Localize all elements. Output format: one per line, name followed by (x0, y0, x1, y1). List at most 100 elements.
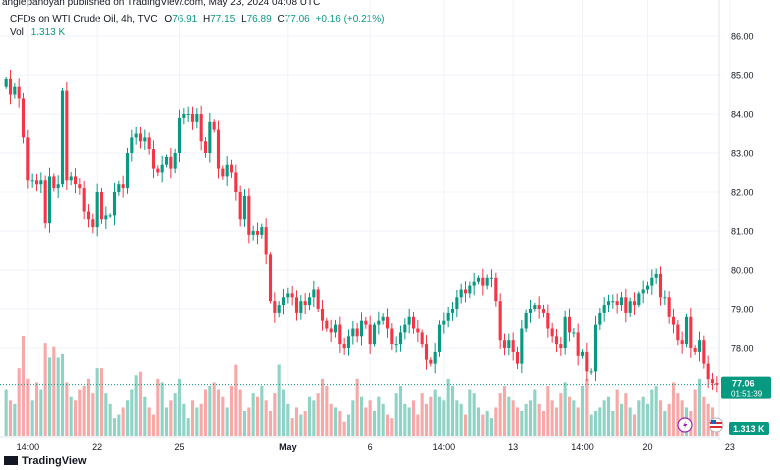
candle-body-147 (641, 289, 645, 294)
volume-bar-110 (481, 414, 485, 436)
candle-body-127 (554, 336, 559, 345)
candle-body-85 (372, 324, 377, 345)
candle-body-69 (303, 301, 307, 306)
candle-body-10 (47, 176, 52, 224)
candle-body-40 (177, 117, 182, 153)
volume-bar-107 (468, 389, 472, 436)
volume-bar-114 (498, 393, 502, 436)
volume-bar-45 (199, 403, 203, 436)
candle-body-51 (225, 164, 229, 177)
volume-bar-64 (281, 389, 286, 436)
volume-bar-47 (208, 386, 212, 436)
candle-body-68 (299, 301, 303, 313)
volume-bar-75 (329, 403, 333, 436)
candle-body-96 (420, 332, 424, 345)
candle-body-106 (463, 289, 468, 294)
candle-body-142 (619, 297, 624, 306)
volume-bar-109 (476, 407, 481, 436)
symbol-label[interactable]: CFDs on WTI Crude Oil, 4h, TVC (10, 14, 158, 25)
volume-bar-159 (693, 389, 697, 436)
volume-axis-badge (729, 422, 769, 435)
candle-body-83 (364, 320, 368, 325)
candle-body-16 (73, 176, 78, 185)
volume-bar-76 (333, 407, 338, 436)
volume-bar-104 (455, 400, 459, 436)
x-tick-label-3: May (279, 442, 297, 452)
volume-bar-147 (641, 396, 645, 436)
volume-bar-20 (91, 393, 95, 436)
candle-body-159 (693, 348, 697, 352)
volume-bar-30 (134, 375, 138, 436)
candle-body-23 (104, 215, 108, 220)
volume-bar-17 (78, 389, 82, 436)
volume-bar-54 (238, 389, 242, 436)
candle-body-32 (143, 137, 147, 142)
candle-body-3 (17, 86, 21, 99)
candle-body-5 (26, 137, 30, 181)
candle-body-81 (355, 328, 359, 337)
candle-body-125 (546, 312, 550, 329)
candle-body-8 (39, 180, 43, 185)
volume-bar-71 (312, 400, 316, 436)
volume-bar-26 (117, 414, 121, 436)
volume-bar-88 (385, 414, 390, 436)
candle-body-62 (273, 301, 277, 313)
candle-body-24 (108, 215, 112, 217)
y-tick-label-4: 82.00 (731, 188, 754, 198)
volume-bar-89 (390, 418, 394, 436)
volume-bar-25 (112, 418, 117, 436)
volume-bar-66 (290, 418, 294, 436)
volume-bar-149 (650, 389, 654, 436)
candle-body-11 (52, 176, 56, 189)
candle-body-77 (338, 324, 342, 345)
x-tick-label-2: 25 (174, 442, 184, 452)
x-tick-label-8: 20 (642, 442, 652, 452)
volume-bar-9 (43, 343, 47, 436)
volume-bar-68 (299, 414, 303, 436)
candle-body-87 (381, 316, 385, 321)
volume-bar-70 (307, 396, 312, 436)
volume-bar-80 (351, 400, 355, 436)
candle-body-91 (398, 332, 403, 345)
candle-body-29 (130, 137, 134, 153)
volume-bar-91 (398, 386, 403, 436)
candle-body-41 (182, 114, 186, 118)
volume-bar-51 (225, 407, 229, 436)
volume-bar-83 (364, 407, 368, 436)
volume-bar-60 (264, 400, 268, 436)
candle-body-112 (489, 277, 494, 279)
volume-bar-28 (125, 400, 130, 436)
volume-bar-90 (394, 393, 398, 436)
volume-bar-154 (671, 382, 676, 436)
volume-bar-116 (507, 396, 511, 436)
volume-bar-72 (316, 393, 320, 436)
volume-bar-79 (346, 414, 351, 436)
candle-body-99 (433, 351, 437, 364)
candle-body-93 (407, 316, 411, 325)
volume-bar-61 (268, 411, 273, 436)
tradingview-logo-icon (4, 456, 18, 465)
volume-bar-1 (8, 400, 13, 436)
close-label: C (277, 14, 285, 25)
candle-body-132 (576, 332, 580, 356)
volume-bar-55 (242, 411, 247, 436)
volume-bar-29 (130, 389, 134, 436)
volume-bar-63 (277, 364, 281, 436)
candle-body-42 (186, 114, 190, 115)
volume-bar-120 (524, 403, 528, 436)
candle-body-71 (312, 289, 316, 298)
candle-body-9 (43, 180, 47, 224)
volume-bar-39 (173, 393, 177, 436)
volume-bar-155 (676, 393, 680, 436)
candle-body-90 (394, 344, 398, 346)
candle-body-73 (320, 309, 325, 321)
candle-body-161 (702, 340, 706, 364)
candle-body-46 (203, 141, 208, 153)
volume-bar-132 (576, 407, 580, 436)
volume-bar-74 (325, 386, 329, 436)
candle-body-26 (117, 184, 121, 192)
candle-body-164 (715, 383, 719, 385)
volume-bar-19 (86, 378, 91, 436)
candle-body-53 (234, 172, 238, 192)
